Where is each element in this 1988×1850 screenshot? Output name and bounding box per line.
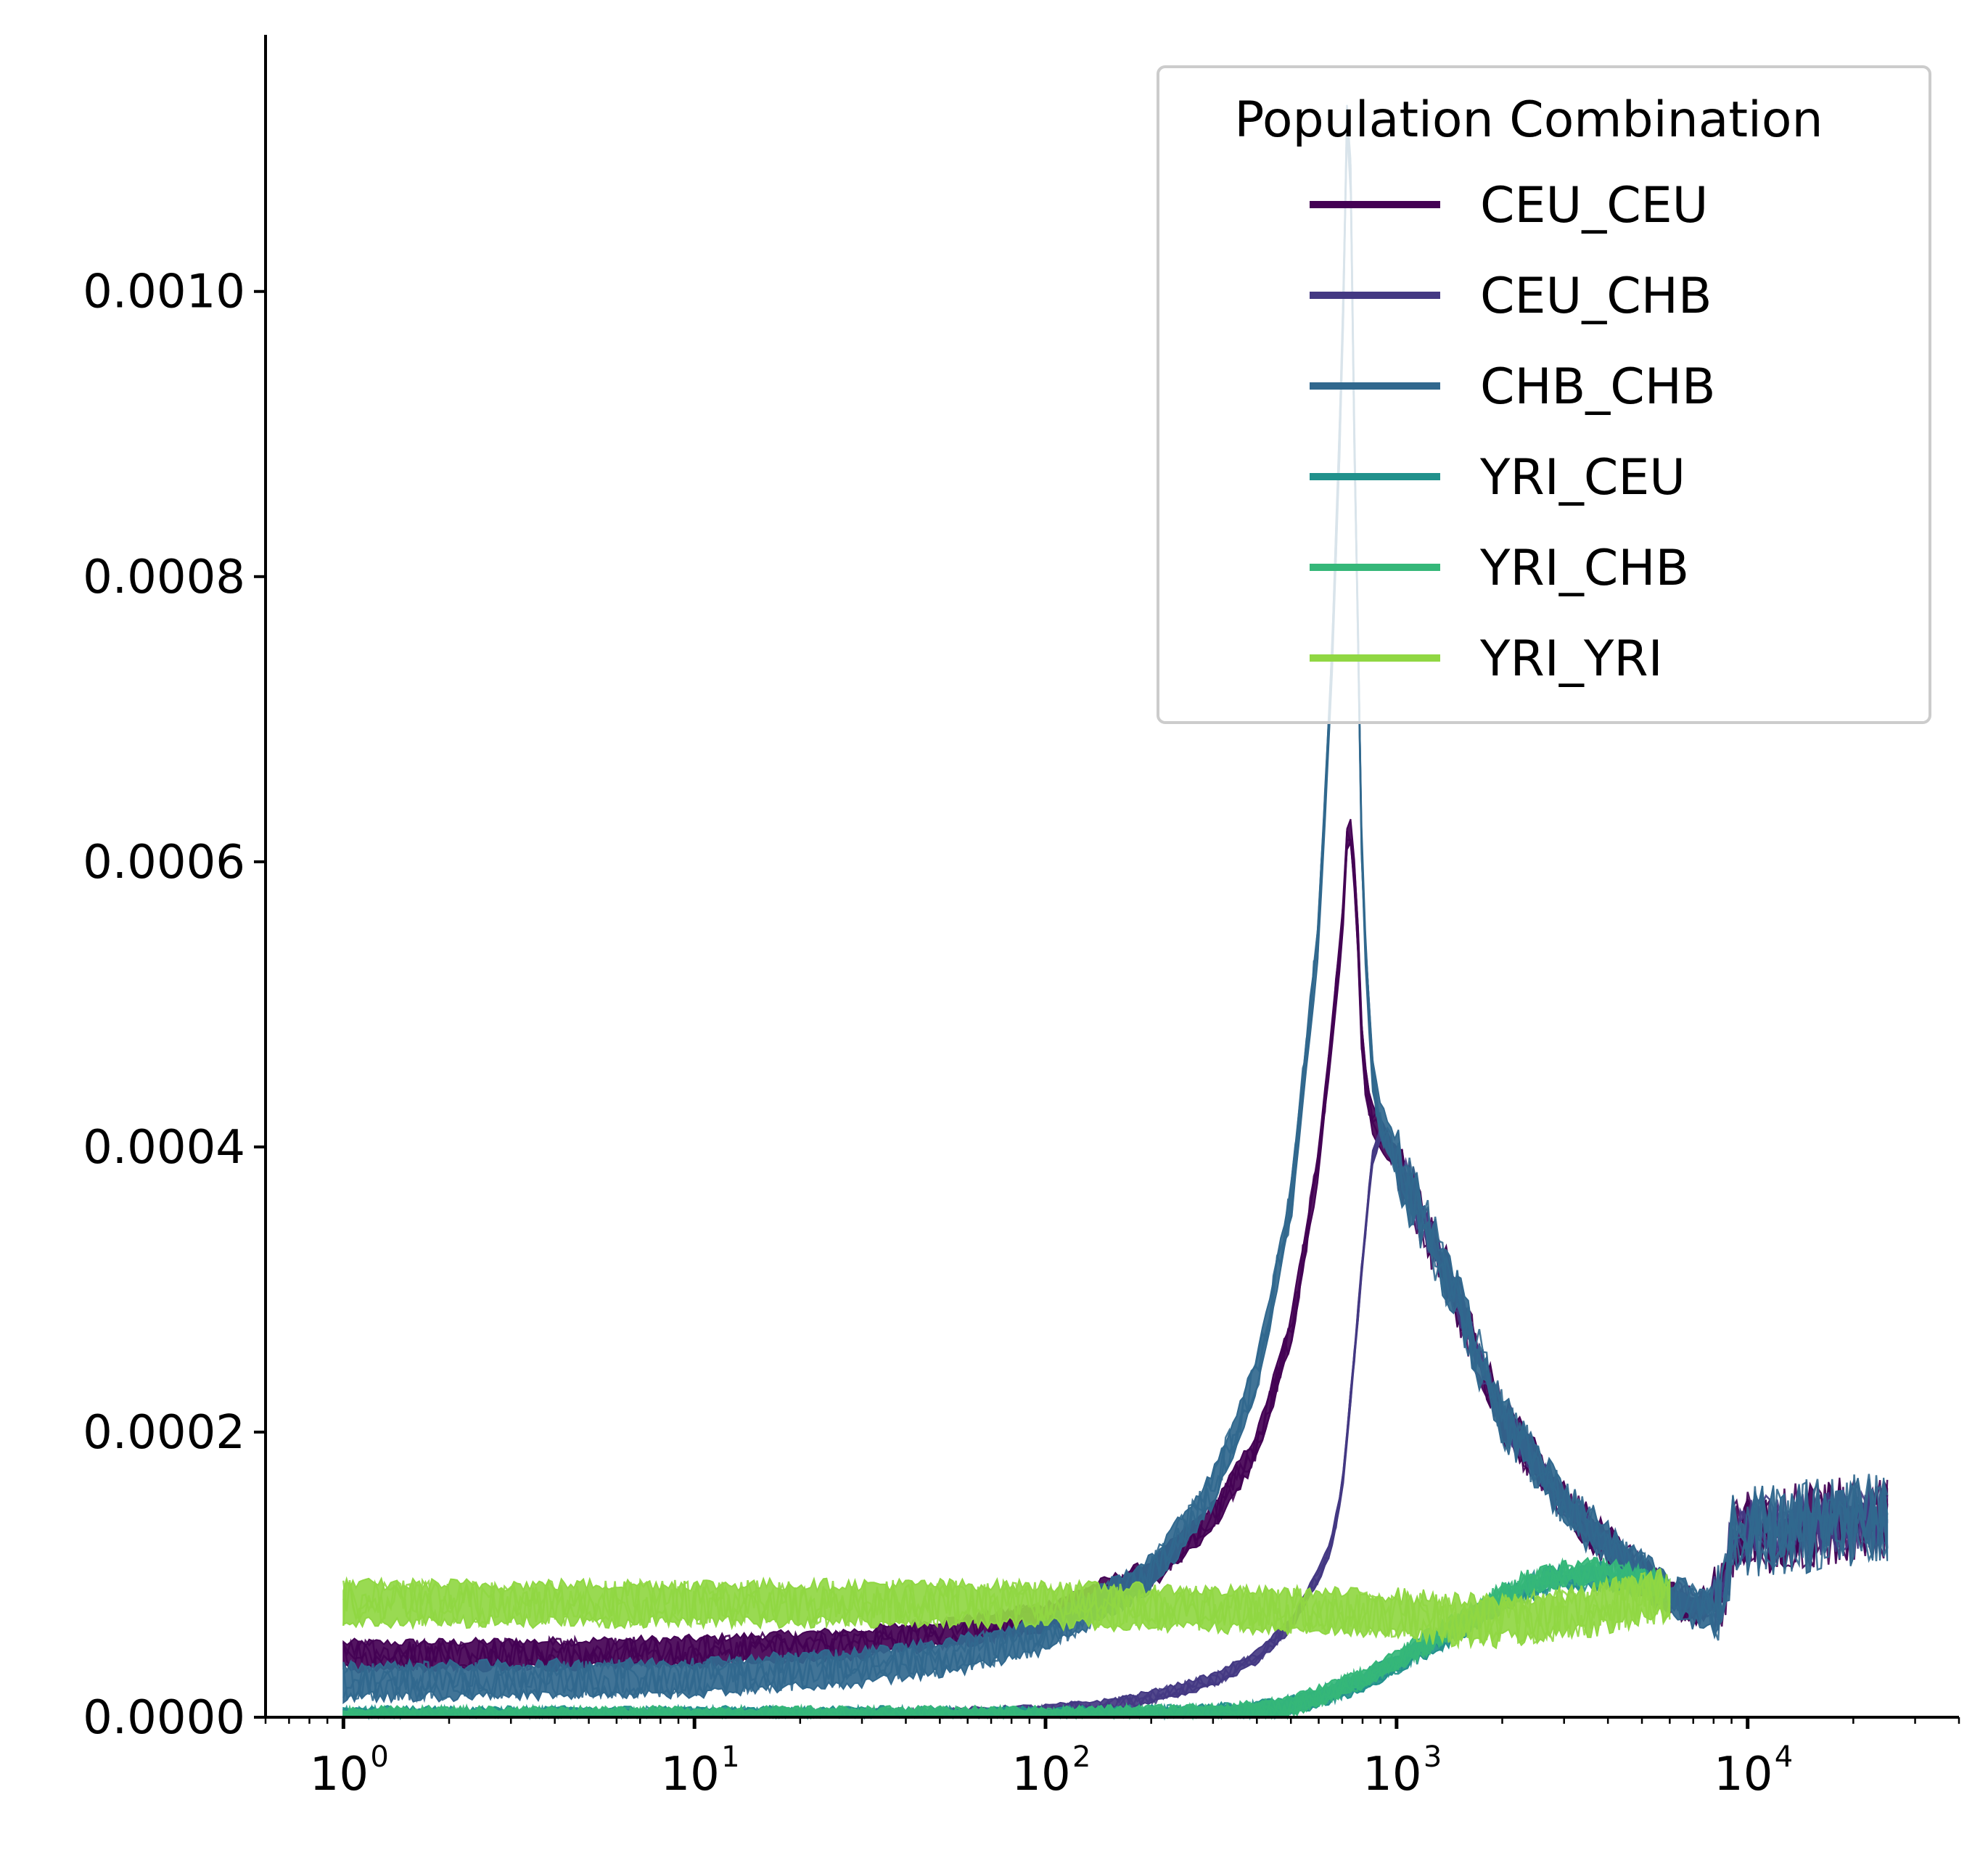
y-tick-label: 0.0010 [83,266,245,319]
x-tick-exponent: 2 [1072,1740,1090,1774]
legend-entry-label: YRI_YRI [1479,630,1663,688]
x-tick-label: 10 [1714,1748,1773,1801]
y-tick-label: 0.0008 [83,551,245,604]
x-tick-exponent: 4 [1775,1740,1793,1774]
legend-title: Population Combination [1234,91,1823,149]
series-band [342,107,1889,1705]
series-replicate-line [342,1572,1671,1650]
series-yri-yri [342,1568,1671,1650]
legend-entry-label: CEU_CEU [1480,177,1708,234]
x-tick-exponent: 1 [721,1740,739,1774]
series-replicate-line [342,1574,1671,1645]
legend-entry-label: CHB_CHB [1480,358,1716,416]
x-tick-exponent: 0 [370,1740,388,1774]
x-tick-label: 10 [660,1748,719,1801]
y-tick-label: 0.0000 [83,1691,245,1745]
x-tick-label: 10 [1011,1748,1070,1801]
x-tick-label: 10 [310,1748,369,1801]
legend-entry-label: CEU_CHB [1480,268,1712,325]
y-tick-label: 0.0006 [83,836,245,889]
legend-box [1157,65,1931,724]
x-tick-exponent: 3 [1424,1740,1442,1774]
y-tick-label: 0.0004 [83,1121,245,1175]
legend: Population Combination CEU_CEU CEU_CHB CHB_… [1157,65,1931,724]
x-tick-label: 10 [1363,1748,1421,1801]
y-tick-label: 0.0002 [83,1406,245,1460]
legend-entry-label: YRI_CEU [1479,449,1685,506]
series-layer [342,104,1889,1721]
legend-entry-label: YRI_CHB [1479,540,1689,597]
